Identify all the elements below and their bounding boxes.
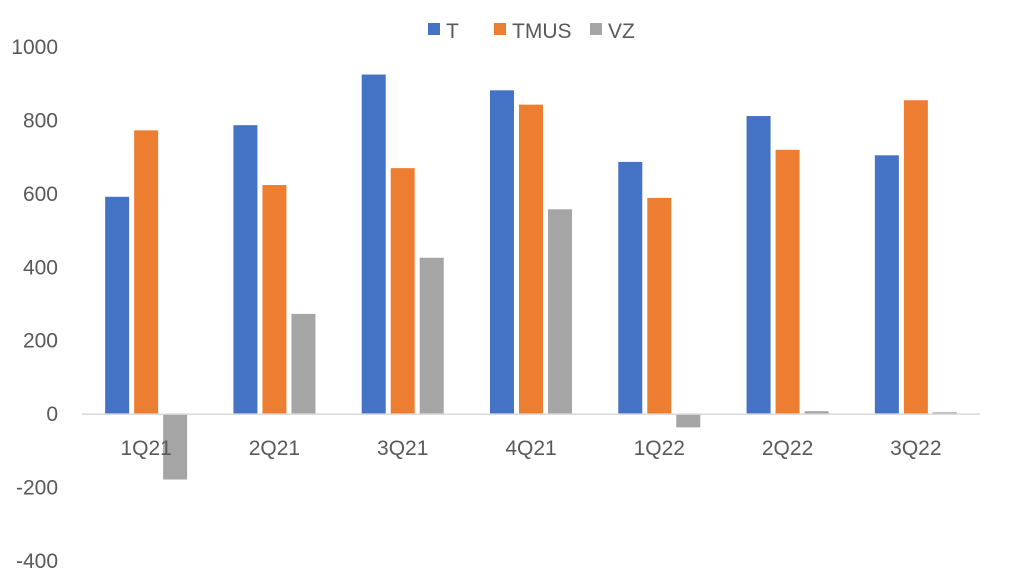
x-category-label: 2Q21	[249, 437, 300, 460]
x-axis-category-labels: 1Q21 2Q21 3Q21 4Q21 1Q22 2Q22 3Q22	[120, 437, 941, 460]
bars	[105, 74, 957, 480]
bar-tmus-2q21	[262, 185, 287, 415]
y-tick-label: 1000	[11, 36, 58, 59]
x-category-label: 4Q21	[505, 437, 556, 460]
bar-tmus-3q22	[903, 100, 928, 415]
bar-tmus-1q22	[647, 197, 672, 415]
bar-t-3q22	[874, 155, 899, 415]
x-category-label: 1Q22	[634, 437, 685, 460]
legend-label-tmus: TMUS	[512, 20, 572, 43]
bar-vz-2q21	[291, 313, 316, 415]
y-tick-label: 400	[23, 256, 58, 279]
bar-t-4q21	[490, 90, 514, 415]
bar-tmus-1q21	[134, 130, 159, 415]
bar-t-1q21	[105, 196, 130, 415]
y-tick-label: 0	[46, 403, 58, 426]
bar-tmus-3q21	[390, 168, 415, 415]
bar-vz-4q21	[548, 209, 572, 415]
y-tick-label: 600	[23, 183, 58, 206]
legend-swatch-tmus	[494, 23, 506, 35]
x-category-label: 1Q21	[120, 437, 171, 460]
bar-tmus-4q21	[519, 104, 543, 415]
x-category-label: 3Q21	[377, 437, 428, 460]
y-tick-label: 800	[23, 109, 58, 132]
y-tick-label: -200	[16, 477, 58, 500]
x-category-label: 3Q22	[890, 437, 941, 460]
bar-vz-3q22	[932, 412, 957, 415]
y-axis-tick-labels: -400 -200 0 200 400 600 800 1000	[11, 36, 58, 573]
legend-swatch-vz	[590, 23, 602, 35]
y-tick-label: 200	[23, 330, 58, 353]
bar-vz-1q21	[163, 414, 188, 480]
legend-label-vz: VZ	[608, 20, 635, 43]
bar-t-2q22	[746, 116, 771, 415]
legend-swatch-t	[428, 23, 440, 35]
bar-tmus-2q22	[775, 149, 800, 415]
bar-t-3q21	[361, 74, 386, 415]
bar-vz-3q21	[419, 257, 444, 415]
x-category-label: 2Q22	[762, 437, 813, 460]
legend: T TMUS VZ	[428, 20, 635, 43]
bar-t-2q21	[233, 125, 258, 415]
legend-label-t: T	[446, 20, 459, 43]
bar-vz-2q22	[804, 411, 829, 415]
y-tick-label: -400	[16, 550, 58, 573]
bar-t-1q22	[618, 161, 643, 415]
bar-vz-1q22	[676, 414, 701, 428]
